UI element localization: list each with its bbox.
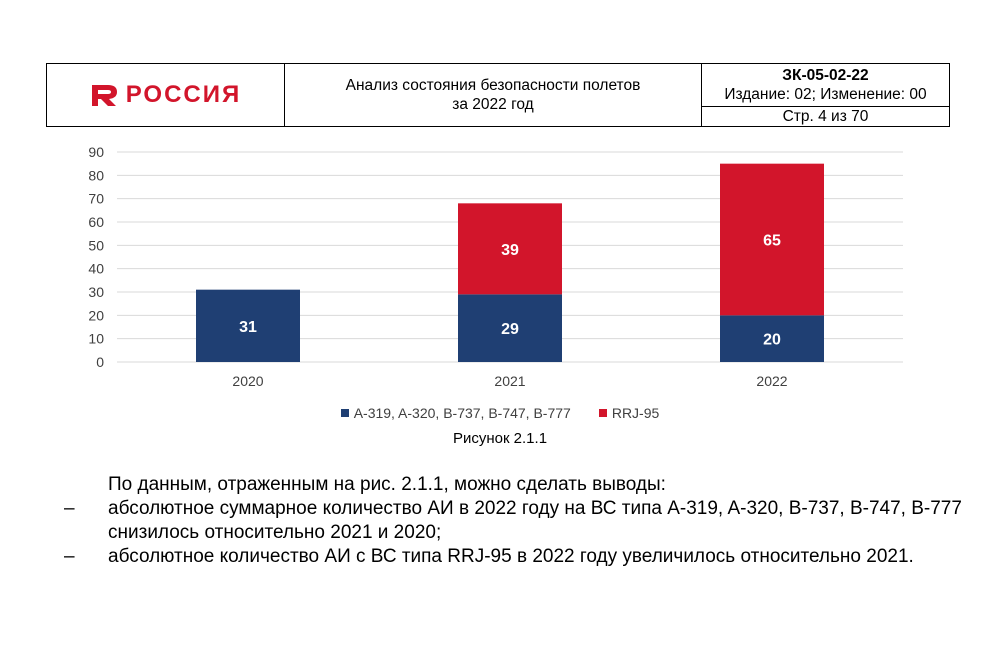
rossiya-logo: РОССИЯ <box>90 81 242 109</box>
logo-text: РОССИЯ <box>125 81 242 108</box>
data-label: 65 <box>763 233 781 250</box>
page-number: Стр. 4 из 70 <box>782 107 869 125</box>
legend-item-series-2: RRJ-95 <box>598 405 660 421</box>
legend-swatch-series-2 <box>598 409 607 417</box>
bar-series-2 <box>720 163 824 316</box>
chart-legend: A-319, A-320, B-737, B-747, B-777 RRJ-95 <box>0 405 1000 421</box>
bar-series-1 <box>458 294 562 362</box>
doc-code: ЗК-05-02-22 <box>782 67 869 84</box>
data-label: 31 <box>239 319 257 336</box>
bullet-text: абсолютное количество АИ с ВС типа RRJ-9… <box>108 546 914 567</box>
y-tick-label: 0 <box>96 354 104 370</box>
data-label: 20 <box>763 332 781 349</box>
y-tick-label: 20 <box>88 307 104 323</box>
y-tick-label: 50 <box>88 237 104 253</box>
stacked-bar-chart: 0 10 20 30 40 50 60 70 80 90 31 2020 29 39 2021 20 65 202… <box>88 144 903 389</box>
body-text: По данным, отраженным на рис. 2.1.1, мож… <box>64 473 964 569</box>
title-line-1: Анализ состояния безопасности полетов <box>345 77 641 94</box>
bullet-text: абсолютное суммарное количество АИ в 202… <box>108 498 962 543</box>
logo-cell: РОССИЯ <box>47 64 285 126</box>
legend-item-series-1: A-319, A-320, B-737, B-747, B-777 <box>340 405 571 421</box>
document-info: ЗК-05-02-22 Издание: 02; Изменение: 00 С… <box>702 64 949 126</box>
bullet-dash: – <box>64 498 75 519</box>
document-header: РОССИЯ Анализ состояния безопасности пол… <box>46 63 950 127</box>
data-label: 29 <box>501 321 519 338</box>
y-tick-label: 90 <box>88 144 104 160</box>
bar-series-1 <box>720 315 824 362</box>
figure-caption: Рисунок 2.1.1 <box>452 430 548 447</box>
legend-label-series-1: A-319, A-320, B-737, B-747, B-777 <box>353 405 571 421</box>
x-tick-label: 2021 <box>494 373 525 389</box>
data-label: 39 <box>501 242 519 259</box>
edition-info: Издание: 02; Изменение: 00 <box>724 86 927 103</box>
y-tick-label: 70 <box>88 191 104 207</box>
title-line-2: за 2022 год <box>452 96 534 113</box>
x-tick-label: 2020 <box>232 373 263 389</box>
bullet-dash: – <box>64 546 75 567</box>
doc-code-cell: ЗК-05-02-22 Издание: 02; Изменение: 00 <box>702 64 949 107</box>
y-tick-label: 10 <box>88 331 104 347</box>
document-title: Анализ состояния безопасности полетов за… <box>285 64 702 126</box>
bar-series-2 <box>458 203 562 295</box>
rossiya-logo-icon <box>91 85 117 106</box>
legend-swatch-series-1 <box>340 409 349 417</box>
y-tick-label: 80 <box>88 167 104 183</box>
y-tick-label: 60 <box>88 214 104 230</box>
y-tick-label: 30 <box>88 284 104 300</box>
x-tick-label: 2022 <box>756 373 787 389</box>
bar-series-1 <box>196 289 300 362</box>
list-item: – абсолютное количество АИ с ВС типа RRJ… <box>64 545 964 569</box>
intro-paragraph: По данным, отраженным на рис. 2.1.1, мож… <box>108 474 666 495</box>
list-item: – абсолютное суммарное количество АИ в 2… <box>64 497 964 545</box>
y-tick-label: 40 <box>88 261 104 277</box>
legend-label-series-2: RRJ-95 <box>611 405 660 421</box>
